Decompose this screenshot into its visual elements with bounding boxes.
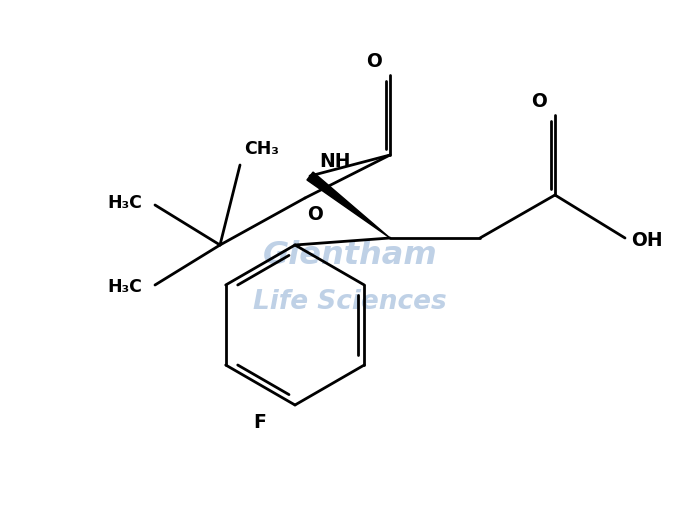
Text: Life Sciences: Life Sciences <box>253 289 447 315</box>
Text: O: O <box>307 204 323 224</box>
Text: Glentham: Glentham <box>262 240 437 270</box>
Text: O: O <box>531 92 547 111</box>
Text: CH₃: CH₃ <box>244 140 279 158</box>
Text: H₃C: H₃C <box>108 278 143 296</box>
Text: H₃C: H₃C <box>108 194 143 212</box>
Text: NH: NH <box>319 151 351 171</box>
Text: F: F <box>253 413 267 433</box>
Text: OH: OH <box>631 230 663 250</box>
Text: O: O <box>366 51 382 71</box>
Polygon shape <box>307 172 390 238</box>
